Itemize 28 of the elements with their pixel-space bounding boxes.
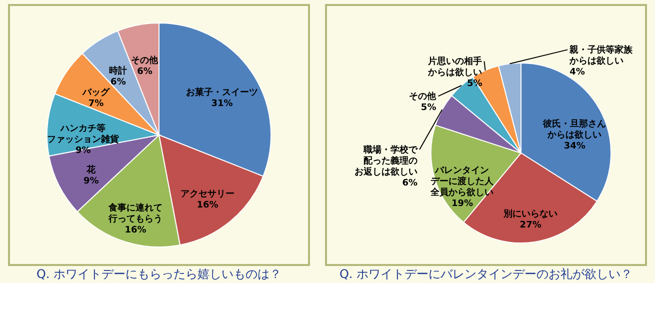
data-label: 34% [564, 142, 586, 152]
data-label: 5% [420, 103, 436, 114]
data-label: 6% [137, 67, 152, 78]
slice-label: その他 [409, 91, 438, 102]
slice-label: 彼氏・旦那さんからは欲しい [542, 118, 606, 141]
slice-label: 別にいらない [502, 208, 558, 220]
data-label: 31% [211, 99, 233, 110]
slice-label: 食事に連れて行ってもらう [107, 202, 162, 224]
data-label: 6% [402, 178, 418, 189]
slice-label: お菓子・スイーツ [186, 87, 258, 98]
slice-label: 時計 [109, 66, 128, 77]
data-label: 16% [196, 200, 218, 211]
text: Q. ホワイトデーにもらったら嬉しいものは？ [36, 267, 282, 281]
slice-label: ハンカチ等ファッション雑貨 [47, 122, 120, 145]
slice-label: その他 [131, 55, 160, 66]
data-label: 16% [124, 225, 146, 236]
data-label: 4% [570, 68, 585, 78]
text: Q. ホワイトデーにバレンタインデーのお礼が欲しい？ [339, 267, 633, 281]
slice-label: アクセサリー [180, 190, 235, 200]
data-label: 19% [451, 199, 474, 210]
data-label: 9% [84, 176, 99, 187]
slice-label: 親・子供等家族からは欲しい [568, 44, 634, 67]
data-label: 27% [520, 220, 542, 230]
slice-label: 職場・学校で配った義理のお返しは欲しい [354, 144, 419, 178]
slice-label: 花 [86, 164, 97, 176]
data-label: 6% [110, 78, 126, 88]
slice-label: バッグ [82, 87, 111, 98]
data-label: 7% [88, 99, 104, 110]
